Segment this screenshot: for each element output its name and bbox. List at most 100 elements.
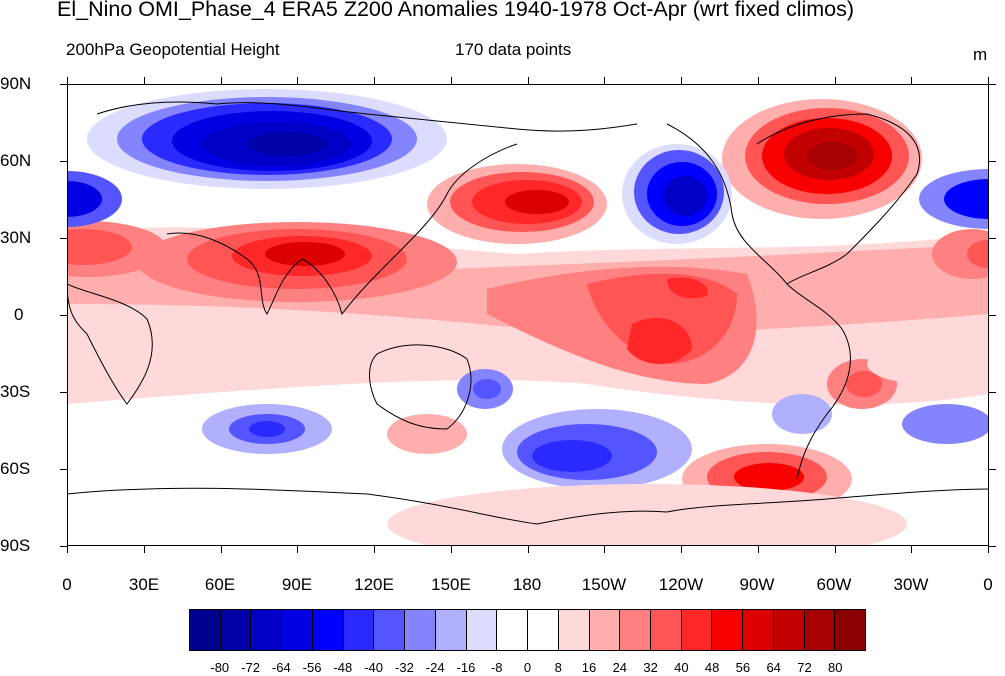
- axis-tick: [758, 77, 759, 84]
- colorbar-swatch: [712, 610, 744, 650]
- colorbar-swatch: [651, 610, 682, 650]
- axis-tick: [67, 77, 68, 84]
- y-label-30s: 30S: [0, 382, 31, 401]
- north-america-high: [722, 99, 922, 219]
- arctic-coast: [96, 101, 638, 132]
- colorbar-swatch: [773, 610, 805, 650]
- axis-tick: [528, 77, 529, 84]
- axis-tick: [67, 546, 68, 553]
- y-label-30n: 30N: [0, 228, 32, 247]
- y-label-eq: 0: [14, 305, 24, 324]
- colorbar-label: -72: [241, 660, 260, 675]
- x-label-0-end: 0: [983, 575, 993, 594]
- colorbar-label: -16: [456, 660, 476, 675]
- axis-tick: [911, 77, 912, 84]
- arabia-india-coast: [166, 232, 303, 315]
- colorbar-label: -8: [490, 660, 503, 675]
- colorbar-swatch: [589, 610, 621, 650]
- colorbar: [189, 609, 866, 651]
- axis-tick: [911, 546, 912, 553]
- colorbar-label: -40: [364, 660, 384, 675]
- north-america-west-coast: [666, 123, 788, 285]
- colorbar-swatch: [405, 610, 436, 650]
- colorbar-label: 80: [827, 660, 843, 675]
- axis-tick: [835, 77, 836, 84]
- anomaly-map: [67, 89, 989, 546]
- colorbar-label: 32: [643, 660, 658, 675]
- axis-tick: [374, 77, 375, 84]
- colorbar-swatch: [220, 610, 252, 650]
- map-plot-area: [67, 84, 989, 546]
- axis-tick: [221, 77, 222, 84]
- data-points-label: 170 data points: [455, 40, 572, 59]
- colorbar-swatch: [190, 610, 221, 650]
- axis-tick: [989, 392, 996, 393]
- x-label-150e: 150E: [431, 575, 471, 594]
- colorbar-label: 48: [704, 660, 720, 675]
- axis-tick: [221, 546, 222, 553]
- asia-coast: [301, 143, 518, 316]
- coastlines: [67, 101, 989, 525]
- southern-lows: [202, 369, 989, 489]
- axis-tick: [758, 546, 759, 553]
- colorbar-swatch: [374, 610, 406, 650]
- x-label-60w: 60W: [816, 575, 852, 594]
- y-label-90s: 90S: [0, 536, 31, 555]
- axis-tick: [681, 546, 682, 553]
- axis-tick: [144, 77, 145, 84]
- colorbar-label: 8: [554, 660, 562, 675]
- x-label-60e: 60E: [204, 575, 236, 594]
- axis-tick: [144, 546, 145, 553]
- colorbar-label: 72: [797, 660, 812, 675]
- axis-tick: [989, 238, 996, 239]
- colorbar-label: 56: [735, 660, 751, 675]
- colorbar-swatch: [312, 610, 344, 650]
- axis-tick: [374, 546, 375, 553]
- colorbar-label: 24: [612, 660, 628, 675]
- colorbar-swatch: [681, 610, 713, 650]
- colorbar-swatch: [435, 610, 467, 650]
- atlantic-low: [67, 169, 989, 229]
- x-label-120e: 120E: [354, 575, 394, 594]
- colorbar-swatch: [835, 610, 866, 650]
- axis-tick: [989, 469, 996, 470]
- alaska-low: [622, 144, 732, 244]
- x-label-30e: 30E: [128, 575, 160, 594]
- colorbar-label: 0: [523, 660, 532, 675]
- axis-tick: [604, 77, 605, 84]
- colorbar-label: -24: [425, 660, 445, 675]
- axis-tick: [297, 546, 298, 553]
- axis-tick: [989, 315, 996, 316]
- colorbar-label: 16: [581, 660, 597, 675]
- x-label-0: 0: [62, 575, 72, 594]
- colorbar-label: -64: [271, 660, 291, 675]
- y-label-90n: 90N: [0, 74, 32, 93]
- x-label-90e: 90E: [281, 575, 313, 594]
- australia-coast: [369, 344, 472, 430]
- north-pacific-high: [427, 164, 607, 244]
- y-label-60n: 60N: [0, 151, 32, 170]
- axis-tick: [60, 315, 67, 316]
- axis-tick: [988, 77, 989, 84]
- africa-coast: [67, 283, 153, 405]
- axis-tick: [451, 546, 452, 553]
- axis-tick: [60, 469, 67, 470]
- axis-tick: [297, 77, 298, 84]
- axis-tick: [989, 161, 996, 162]
- colorbar-swatch: [497, 610, 529, 650]
- southern-highs: [387, 344, 987, 546]
- axis-tick: [989, 546, 996, 547]
- axis-tick: [60, 238, 67, 239]
- colorbar-swatch: [528, 610, 559, 650]
- colorbar-label: -80: [210, 660, 230, 675]
- x-label-90w: 90W: [739, 575, 775, 594]
- asia-high: [137, 222, 457, 302]
- axis-tick: [528, 546, 529, 553]
- axis-tick: [60, 84, 67, 85]
- south-america-coast: [786, 283, 851, 480]
- axis-tick: [989, 84, 996, 85]
- x-label-120w: 120W: [658, 575, 704, 594]
- axis-tick: [60, 392, 67, 393]
- colorbar-label: -48: [333, 660, 353, 675]
- x-label-180: 180: [512, 575, 542, 594]
